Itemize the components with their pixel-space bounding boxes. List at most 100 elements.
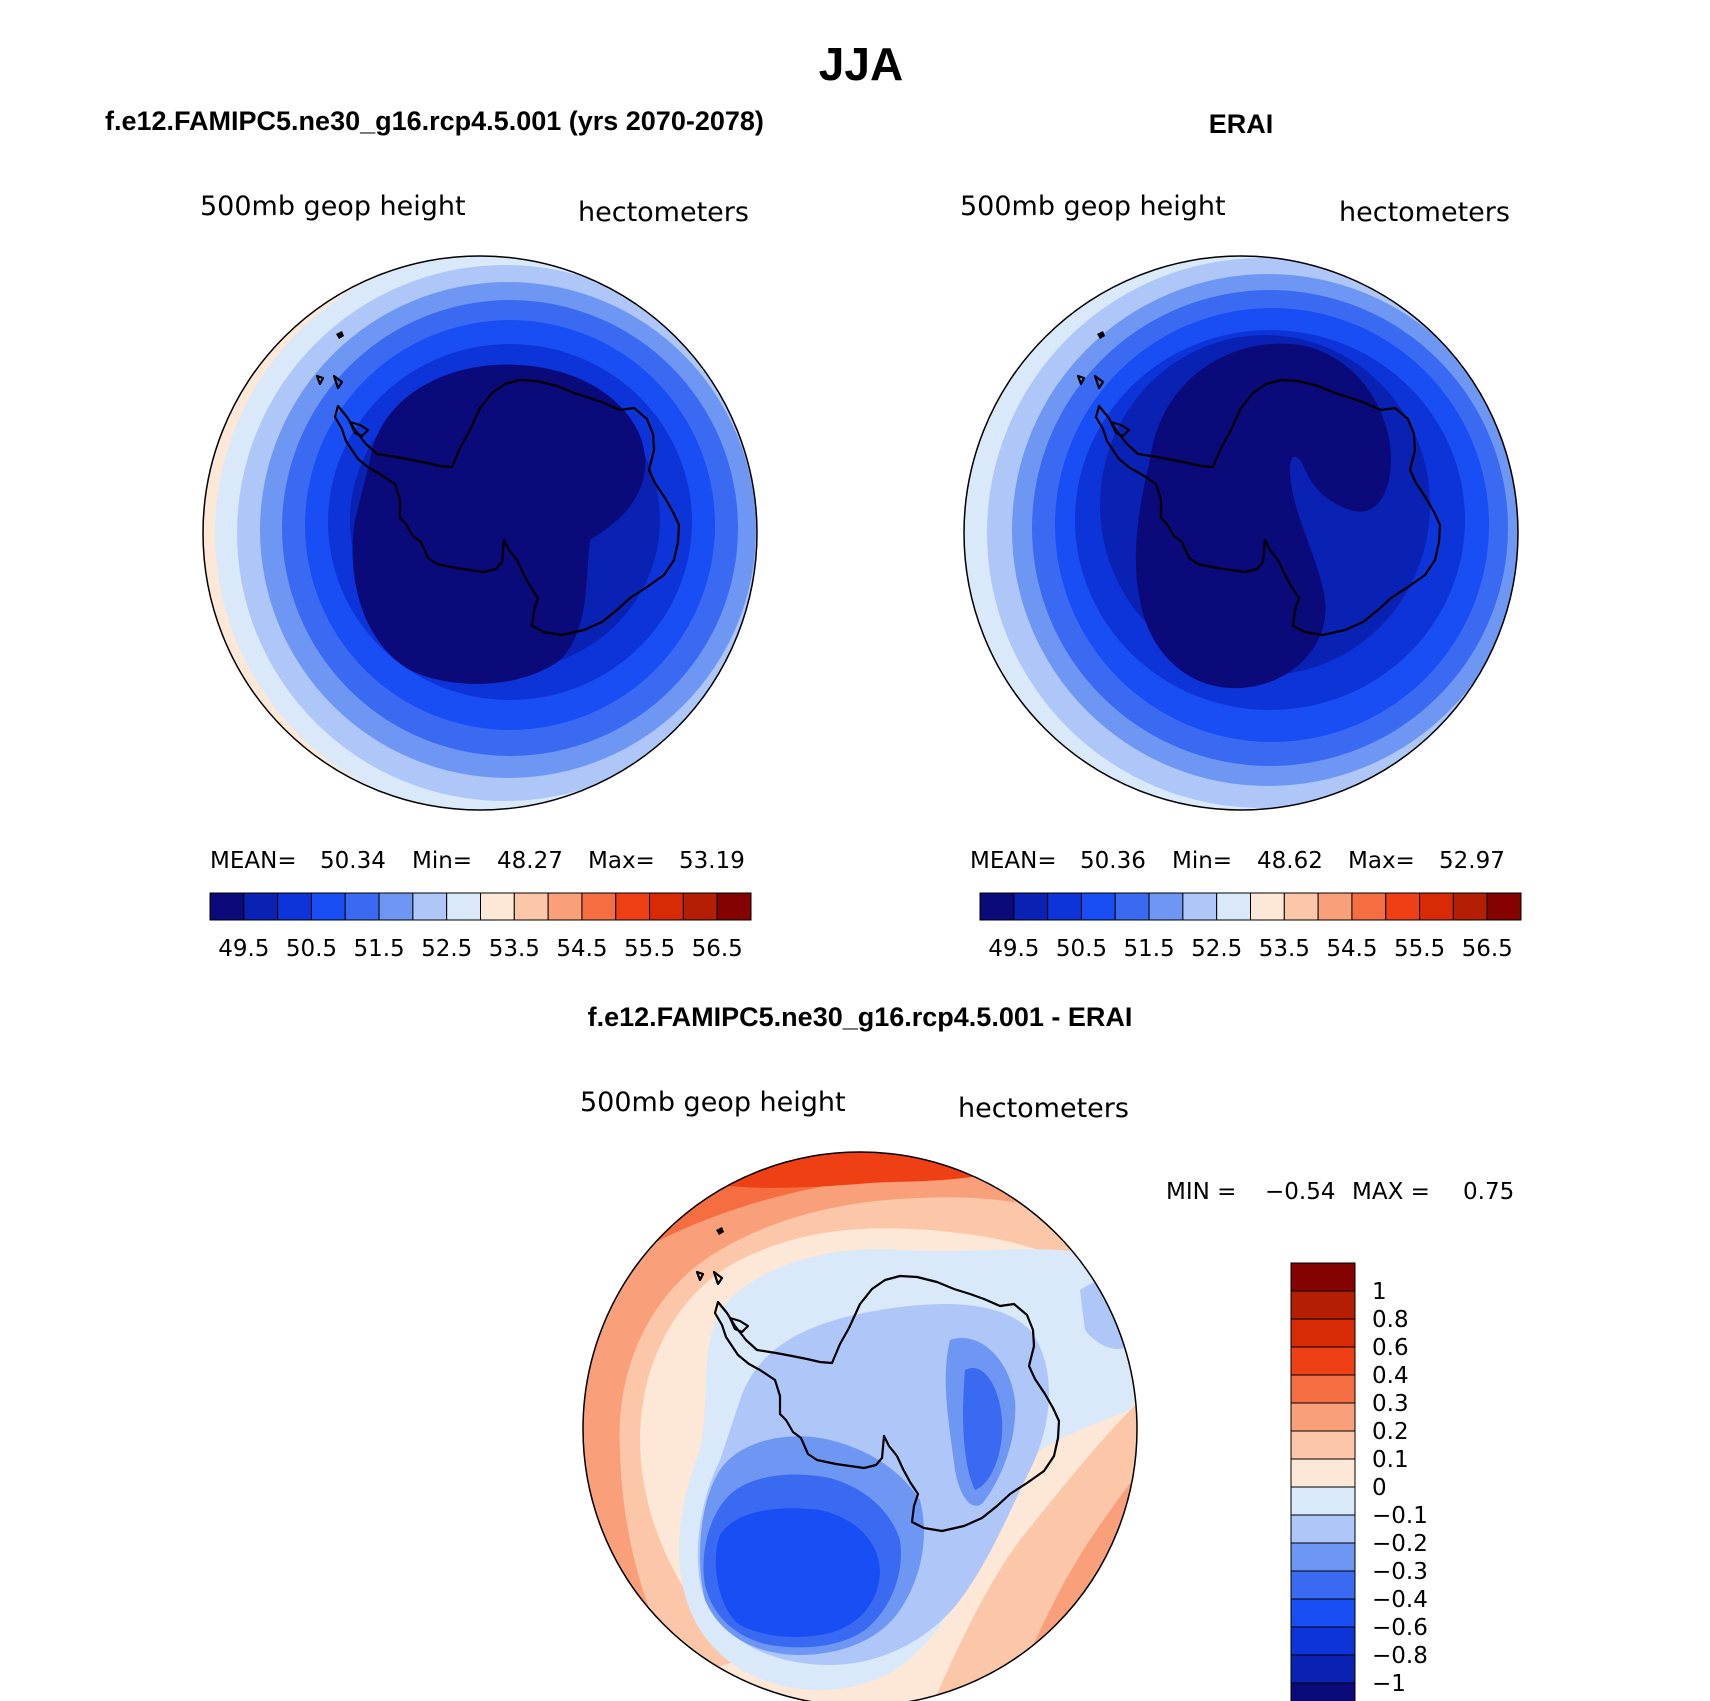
colorbar-model-tick-label: 55.5 (624, 936, 675, 962)
colorbar-diff-swatch (1290, 1458, 1356, 1488)
panel-model-variable: 500mb geop height (200, 191, 466, 222)
colorbar-diff-tick-label: 0.1 (1372, 1447, 1409, 1473)
colorbar-obs-swatch (1114, 892, 1150, 921)
colorbar-obs-swatch (1317, 892, 1353, 921)
colorbar-obs-swatch (1351, 892, 1387, 921)
colorbar-obs-tick-label: 55.5 (1394, 936, 1445, 962)
colorbar-model-tick-label: 51.5 (353, 936, 404, 962)
colorbar-diff-swatch (1290, 1402, 1356, 1432)
colorbar-obs-tick-label: 51.5 (1123, 936, 1174, 962)
colorbar-obs-swatch (1385, 892, 1421, 921)
colorbar-diff-tick-label: −0.3 (1372, 1559, 1428, 1585)
colorbar-diff-swatch (1290, 1682, 1356, 1701)
stat-mean-value: 50.34 (320, 848, 386, 874)
stat-max-value: 53.19 (679, 848, 745, 874)
colorbar-obs-tick-label: 50.5 (1056, 936, 1107, 962)
colorbar-obs-swatch (979, 892, 1015, 921)
colorbar-model-tick-label: 53.5 (489, 936, 540, 962)
colorbar-obs-swatch (1419, 892, 1454, 921)
colorbar-obs-swatch (1452, 892, 1488, 921)
colorbar-model-tick-label: 56.5 (692, 936, 743, 962)
panel-model-units: hectometers (578, 197, 749, 228)
colorbar-diff-tick-label: −0.4 (1372, 1587, 1428, 1613)
panel-diff: f.e12.FAMIPC5.ne30_g16.rcp4.5.001 - ERAI… (580, 1002, 1514, 1701)
map-model-outline (202, 255, 758, 811)
colorbar-diff-swatch (1290, 1654, 1356, 1684)
colorbar-diff-swatch (1290, 1486, 1356, 1516)
panel-model-stats: MEAN= 50.34 Min= 48.27 Max= 53.19 (210, 848, 745, 874)
colorbar-obs-tick-label: 54.5 (1326, 936, 1377, 962)
map-diff-outline (582, 1151, 1138, 1701)
colorbar-diff-swatch (1290, 1262, 1356, 1292)
stat-max-label: Max= (1348, 848, 1415, 874)
colorbar-obs-swatch (1013, 892, 1049, 921)
colorbar-model-tick-label: 52.5 (421, 936, 472, 962)
colorbar-model-tick-label: 49.5 (218, 936, 269, 962)
colorbar-diff-swatch (1290, 1514, 1356, 1544)
colorbar-obs-swatch (1182, 892, 1218, 921)
colorbar-diff-tick-label: 1 (1372, 1279, 1387, 1305)
stat-min-value: 48.62 (1257, 848, 1323, 874)
colorbar-diff-tick-label: 0.4 (1372, 1363, 1409, 1389)
colorbar-obs-swatch (1250, 892, 1285, 921)
stat-mean-value: 50.36 (1080, 848, 1146, 874)
colorbar-model-swatch (209, 892, 245, 921)
stat-min-label: Min= (1172, 848, 1232, 874)
colorbar-obs-swatch (1216, 892, 1251, 921)
colorbar-model-swatch (716, 892, 752, 921)
colorbar-diff-swatch (1290, 1598, 1356, 1628)
panel-diff-units: hectometers (958, 1093, 1129, 1124)
colorbar-model-swatch (649, 892, 684, 921)
map-model (203, 256, 757, 810)
colorbar-model-swatch (310, 892, 346, 921)
colorbar-model-swatch (446, 892, 481, 921)
colorbar-model-swatch (547, 892, 583, 921)
colorbar-obs-swatch (1486, 892, 1522, 921)
colorbar-obs-swatch (1283, 892, 1319, 921)
colorbar-model-swatch (480, 892, 515, 921)
panel-model: f.e12.FAMIPC5.ne30_g16.rcp4.5.001 (yrs 2… (105, 106, 764, 962)
colorbar-diff-tick-label: 0.3 (1372, 1391, 1409, 1417)
colorbar-model-tick-label: 54.5 (556, 936, 607, 962)
stat-max-value: 0.75 (1463, 1179, 1514, 1205)
colorbar-diff-swatch (1290, 1374, 1356, 1404)
colorbar-diff-tick-label: −0.2 (1372, 1531, 1428, 1557)
colorbar-diff-swatch (1290, 1570, 1356, 1600)
stat-mean-label: MEAN= (970, 848, 1057, 874)
colorbar-diff-tick-label: 0.2 (1372, 1419, 1409, 1445)
stat-mean-label: MEAN= (210, 848, 297, 874)
colorbar-obs-swatch (1148, 892, 1184, 921)
colorbar-model-swatch (344, 892, 380, 921)
colorbar-obs-tick-label: 53.5 (1259, 936, 1310, 962)
colorbar-obs-swatch (1047, 892, 1082, 921)
figure-title: JJA (819, 38, 903, 90)
colorbar-diff: 10.80.60.40.30.20.10−0.1−0.2−0.3−0.4−0.6… (1290, 1262, 1428, 1701)
panel-model-header: f.e12.FAMIPC5.ne30_g16.rcp4.5.001 (yrs 2… (105, 106, 764, 136)
stat-max-label: MAX = (1352, 1179, 1430, 1205)
map-obs (964, 256, 1518, 810)
colorbar-diff-swatch (1290, 1346, 1356, 1376)
colorbar-obs-tick-label: 52.5 (1191, 936, 1242, 962)
stat-max-value: 52.97 (1439, 848, 1505, 874)
stat-min-label: MIN = (1166, 1179, 1236, 1205)
colorbar-obs: 49.5 50.5 51.5 52.5 53.5 54.5 55.5 56.5 (979, 892, 1522, 962)
colorbar-diff-tick-label: 0 (1372, 1475, 1387, 1501)
stat-min-value: 48.27 (497, 848, 563, 874)
colorbar-diff-swatch (1290, 1542, 1356, 1572)
panel-diff-stats: MIN = −0.54 MAX = 0.75 (1166, 1179, 1514, 1205)
colorbar-obs-tick-label: 56.5 (1462, 936, 1513, 962)
colorbar-diff-tick-label: −0.1 (1372, 1503, 1428, 1529)
colorbar-diff-swatch (1290, 1430, 1356, 1460)
colorbar-model-swatch (682, 892, 718, 921)
panel-obs-header: ERAI (1209, 109, 1274, 139)
colorbar-diff-tick-label: 0.8 (1372, 1307, 1409, 1333)
colorbar-diff-swatch (1290, 1626, 1356, 1656)
panel-obs-stats: MEAN= 50.36 Min= 48.62 Max= 52.97 (970, 848, 1505, 874)
colorbar-model-swatch (615, 892, 651, 921)
colorbar-model-swatch (412, 892, 448, 921)
colorbar-model-swatch (378, 892, 414, 921)
colorbar-diff-tick-label: −1 (1372, 1671, 1406, 1697)
colorbar-diff-tick-label: −0.6 (1372, 1615, 1428, 1641)
colorbar-model-tick-label: 50.5 (286, 936, 337, 962)
